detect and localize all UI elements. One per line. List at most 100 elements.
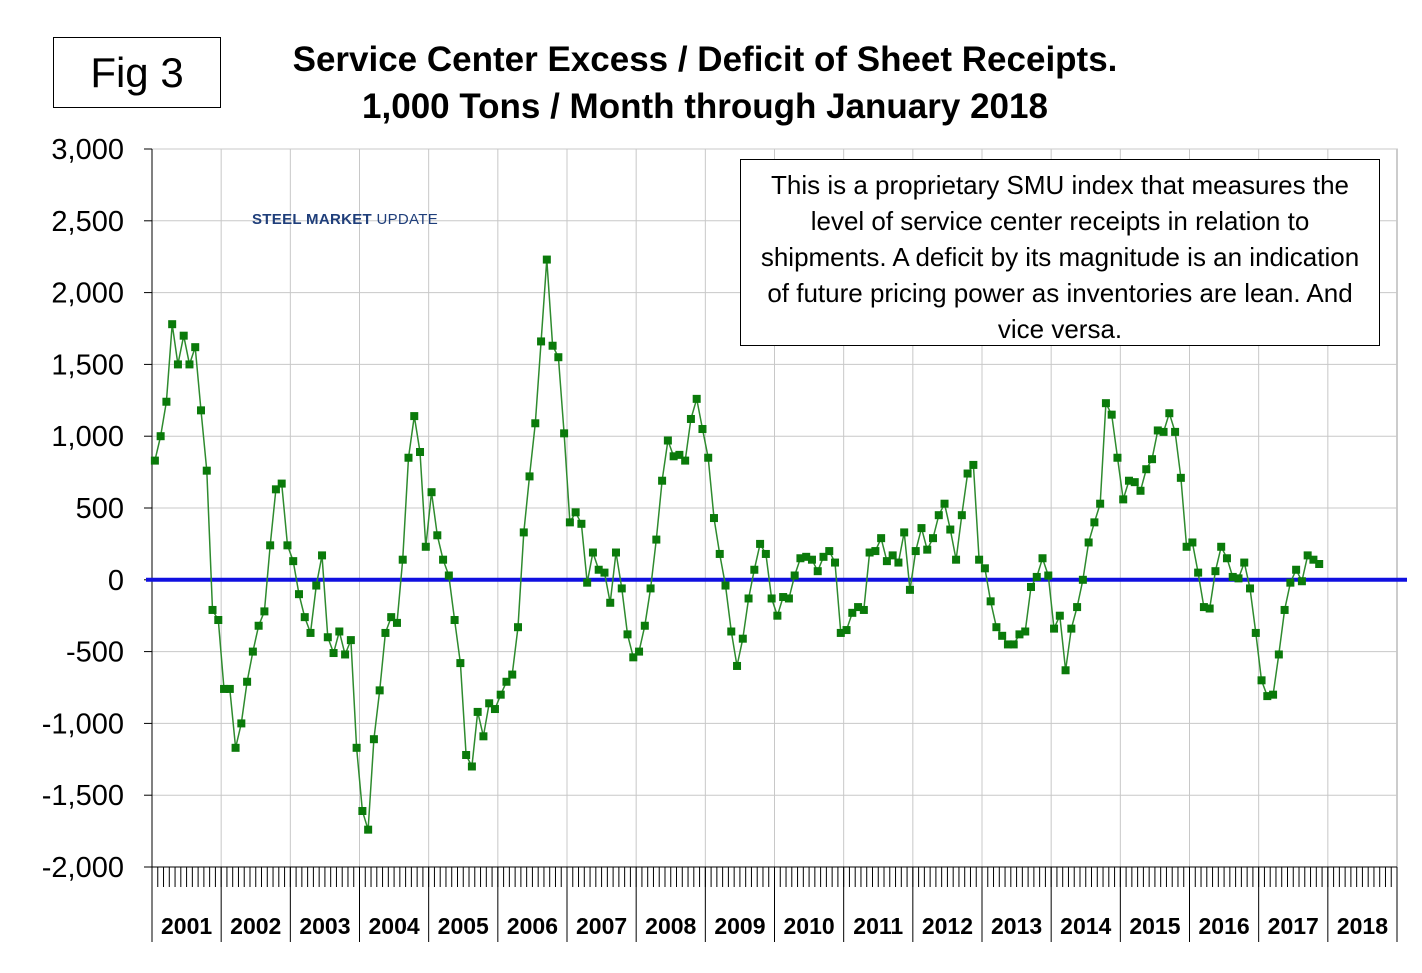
data-point [1055, 611, 1064, 620]
y-tick-label: 1,000 [51, 421, 124, 453]
data-point [220, 684, 229, 693]
data-point [456, 659, 465, 668]
data-point [329, 649, 338, 658]
x-year-label: 2006 [507, 913, 558, 939]
data-point [548, 341, 557, 350]
data-point [871, 547, 880, 556]
data-point [923, 545, 932, 554]
data-point [773, 611, 782, 620]
data-point [859, 605, 868, 614]
data-point [900, 528, 909, 537]
data-point [975, 555, 984, 564]
data-point [1228, 572, 1237, 581]
data-point [427, 488, 436, 497]
x-year-label: 2013 [991, 913, 1042, 939]
y-tick-label: 2,000 [51, 278, 124, 310]
data-point [1119, 495, 1128, 504]
data-point [318, 551, 327, 560]
data-point [611, 548, 620, 557]
data-point [600, 568, 609, 577]
data-point [796, 554, 805, 563]
data-point [1217, 542, 1226, 551]
data-point [266, 541, 275, 550]
data-point [398, 555, 407, 564]
x-year-label: 2010 [783, 913, 834, 939]
data-point [819, 552, 828, 561]
data-point [1153, 426, 1162, 435]
data-point [1176, 473, 1185, 482]
data-point [1182, 542, 1191, 551]
data-point [1315, 560, 1324, 569]
data-point [150, 456, 159, 465]
data-point [335, 627, 344, 636]
data-point [652, 535, 661, 544]
data-point [583, 578, 592, 587]
data-point [1194, 568, 1203, 577]
y-tick-label: -2,000 [42, 852, 124, 884]
data-point [289, 557, 298, 566]
data-point [323, 633, 332, 642]
x-year-label: 2012 [922, 913, 973, 939]
data-point [1021, 627, 1030, 636]
data-point [1078, 575, 1087, 584]
data-point [1199, 603, 1208, 612]
logo-text-part1: STEEL MARKET [252, 211, 372, 228]
data-point [496, 690, 505, 699]
data-point [1297, 577, 1306, 586]
data-point [709, 514, 718, 523]
x-year-label: 2002 [230, 913, 281, 939]
data-point [882, 557, 891, 566]
data-point [836, 628, 845, 637]
data-point [392, 618, 401, 627]
y-tick-label: -500 [66, 637, 124, 669]
data-point [502, 677, 511, 686]
data-point [617, 584, 626, 593]
data-point [704, 453, 713, 462]
data-point [1090, 518, 1099, 527]
data-point [416, 447, 425, 456]
data-point [756, 539, 765, 548]
data-point [894, 558, 903, 567]
data-point [663, 436, 672, 445]
x-year-label: 2015 [1129, 913, 1180, 939]
data-point [681, 456, 690, 465]
y-axis: 3,000 2,500 2,000 1,500 1,000 500 0 -500 -1,000 -… [42, 134, 153, 884]
x-year-label: 2018 [1337, 913, 1388, 939]
data-point [692, 394, 701, 403]
data-point [929, 534, 938, 543]
data-point [433, 531, 442, 540]
data-point [173, 360, 182, 369]
data-point [1061, 666, 1070, 675]
data-point [1142, 465, 1151, 474]
data-point [358, 806, 367, 815]
data-point [629, 653, 638, 662]
data-point [1050, 624, 1059, 633]
data-point [450, 616, 459, 625]
data-point [179, 331, 188, 340]
data-point [744, 594, 753, 603]
data-point [1044, 571, 1053, 580]
data-point [1124, 476, 1133, 485]
data-point [542, 255, 551, 264]
data-point [508, 670, 517, 679]
y-tick-label: 1,500 [51, 349, 124, 381]
data-point [1292, 565, 1301, 574]
x-year-label: 2007 [576, 913, 627, 939]
data-point [300, 613, 309, 622]
y-tick-label: 3,000 [51, 134, 124, 166]
data-point [531, 419, 540, 428]
data-point [571, 508, 580, 517]
data-point [1246, 584, 1255, 593]
data-point [185, 360, 194, 369]
data-point [237, 719, 246, 728]
data-point [1269, 690, 1278, 699]
data-point [1003, 640, 1012, 649]
data-point [750, 565, 759, 574]
data-point [877, 534, 886, 543]
data-point [554, 353, 563, 362]
data-point [635, 647, 644, 656]
data-point [675, 450, 684, 459]
data-point [934, 511, 943, 520]
data-point [1188, 538, 1197, 547]
